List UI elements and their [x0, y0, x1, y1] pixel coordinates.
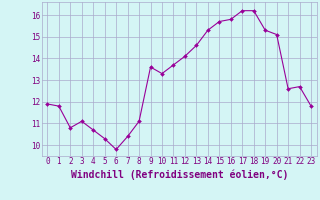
X-axis label: Windchill (Refroidissement éolien,°C): Windchill (Refroidissement éolien,°C) [70, 169, 288, 180]
